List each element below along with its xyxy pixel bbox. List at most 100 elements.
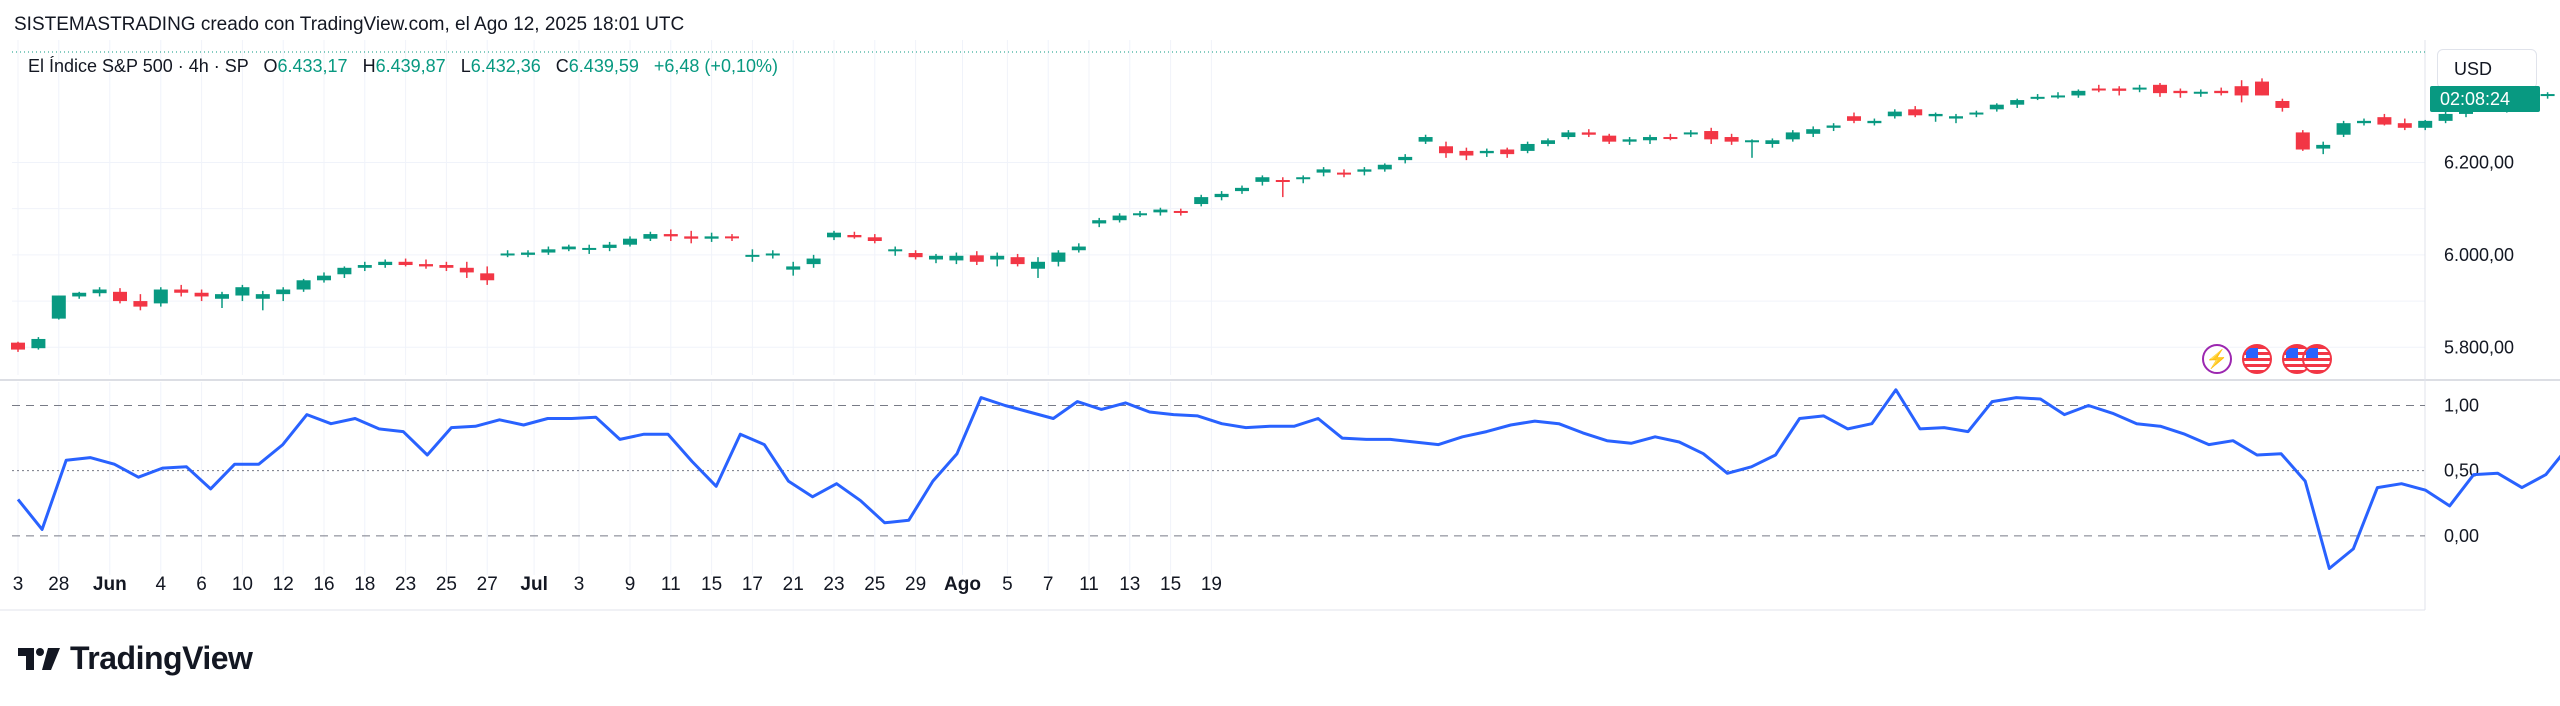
- candle: [2030, 94, 2045, 101]
- candle-body: [1949, 116, 1963, 119]
- candle-body: [296, 280, 311, 290]
- candle-body: [949, 255, 964, 261]
- time-axis-label: 29: [905, 574, 926, 595]
- candle: [1010, 253, 1025, 267]
- tradingview-logo[interactable]: TradingView: [18, 640, 253, 677]
- candle: [1887, 109, 1902, 119]
- candle: [113, 288, 127, 304]
- candle-body: [1296, 177, 1311, 180]
- candle-body: [1969, 112, 1984, 115]
- candle: [459, 261, 474, 278]
- candle-body: [2193, 91, 2208, 94]
- candle: [1153, 207, 1168, 216]
- candle-body: [969, 255, 984, 262]
- candle: [2214, 87, 2229, 96]
- candle-body: [1316, 169, 1331, 173]
- candle-body: [72, 292, 87, 297]
- candle: [725, 234, 739, 241]
- candle-body: [1520, 143, 1535, 151]
- lightning-icon[interactable]: ⚡: [2202, 344, 2232, 374]
- candle: [867, 234, 882, 244]
- candle-body: [2255, 81, 2269, 96]
- candle-body: [1112, 215, 1127, 221]
- candle: [378, 259, 393, 268]
- candle: [1989, 103, 2004, 112]
- candle: [357, 261, 372, 272]
- candle-body: [357, 265, 372, 268]
- candle: [1785, 130, 1800, 142]
- candle: [51, 295, 66, 320]
- candle: [500, 250, 515, 258]
- candle-body: [2336, 123, 2351, 135]
- candle-body: [806, 258, 821, 265]
- candle-body: [2030, 96, 2045, 99]
- candle: [623, 236, 637, 247]
- candle-body: [765, 253, 780, 256]
- candle-body: [1785, 132, 1800, 140]
- candle-body: [1153, 209, 1168, 213]
- time-axis-label: 10: [232, 574, 253, 595]
- candle: [398, 258, 413, 267]
- candle-body: [1887, 111, 1902, 117]
- candle: [2418, 119, 2433, 131]
- candle: [1479, 148, 1494, 157]
- candle: [2234, 80, 2249, 103]
- candle: [1418, 134, 1433, 144]
- candle: [908, 250, 923, 260]
- candle: [1541, 138, 1555, 147]
- candle-body: [1500, 149, 1515, 155]
- time-axis-label: 23: [823, 574, 844, 595]
- candle-body: [1357, 169, 1372, 172]
- us-flag-icon[interactable]: [2242, 344, 2272, 374]
- candle-body: [1235, 187, 1249, 192]
- time-axis-label: 3: [13, 574, 24, 595]
- currency-button[interactable]: USD: [2437, 49, 2537, 89]
- candle-body: [1133, 213, 1147, 216]
- candle: [765, 250, 780, 259]
- candle-body: [1418, 137, 1433, 142]
- candle: [1928, 112, 1943, 122]
- candle-body: [317, 275, 331, 281]
- candle: [929, 253, 943, 264]
- candle-body: [1826, 125, 1841, 128]
- time-axis-label: 11: [661, 574, 681, 595]
- candle: [2357, 118, 2371, 126]
- candle-body: [153, 289, 168, 304]
- candle-body: [92, 289, 107, 294]
- candle: [1051, 250, 1066, 267]
- candle: [1194, 194, 1209, 207]
- candle-body: [1581, 132, 1596, 135]
- us-flag-icon[interactable]: [2302, 344, 2332, 374]
- candle: [2275, 98, 2290, 112]
- candle: [847, 231, 862, 239]
- candle-body: [929, 255, 943, 260]
- candle-body: [908, 253, 923, 258]
- symbol-label[interactable]: El Índice S&P 500 · 4h · SP: [28, 56, 249, 76]
- candle-body: [31, 338, 46, 349]
- candle: [2112, 86, 2127, 96]
- candle: [786, 261, 801, 276]
- candle: [439, 261, 454, 272]
- candle: [1255, 175, 1270, 186]
- candle-body: [459, 267, 474, 273]
- candle: [1520, 141, 1535, 154]
- candle: [827, 230, 841, 241]
- candle: [194, 289, 209, 302]
- candle: [2010, 98, 2025, 108]
- candle: [1969, 110, 1984, 118]
- candle-body: [1745, 140, 1759, 143]
- candle-body: [1989, 104, 2004, 110]
- oscillator-axis-label: 0,50: [2444, 461, 2479, 481]
- candle-body: [1255, 177, 1270, 182]
- candle: [561, 244, 576, 252]
- time-axis-label: 6: [196, 574, 207, 595]
- candle: [1071, 243, 1086, 253]
- candle: [1316, 167, 1331, 177]
- candle-body: [1643, 137, 1657, 141]
- candle-body: [2275, 100, 2290, 108]
- candle: [1092, 217, 1107, 228]
- candle-body: [2214, 90, 2229, 94]
- oscillator-axis-label: 0,00: [2444, 526, 2479, 546]
- candle-body: [255, 294, 270, 299]
